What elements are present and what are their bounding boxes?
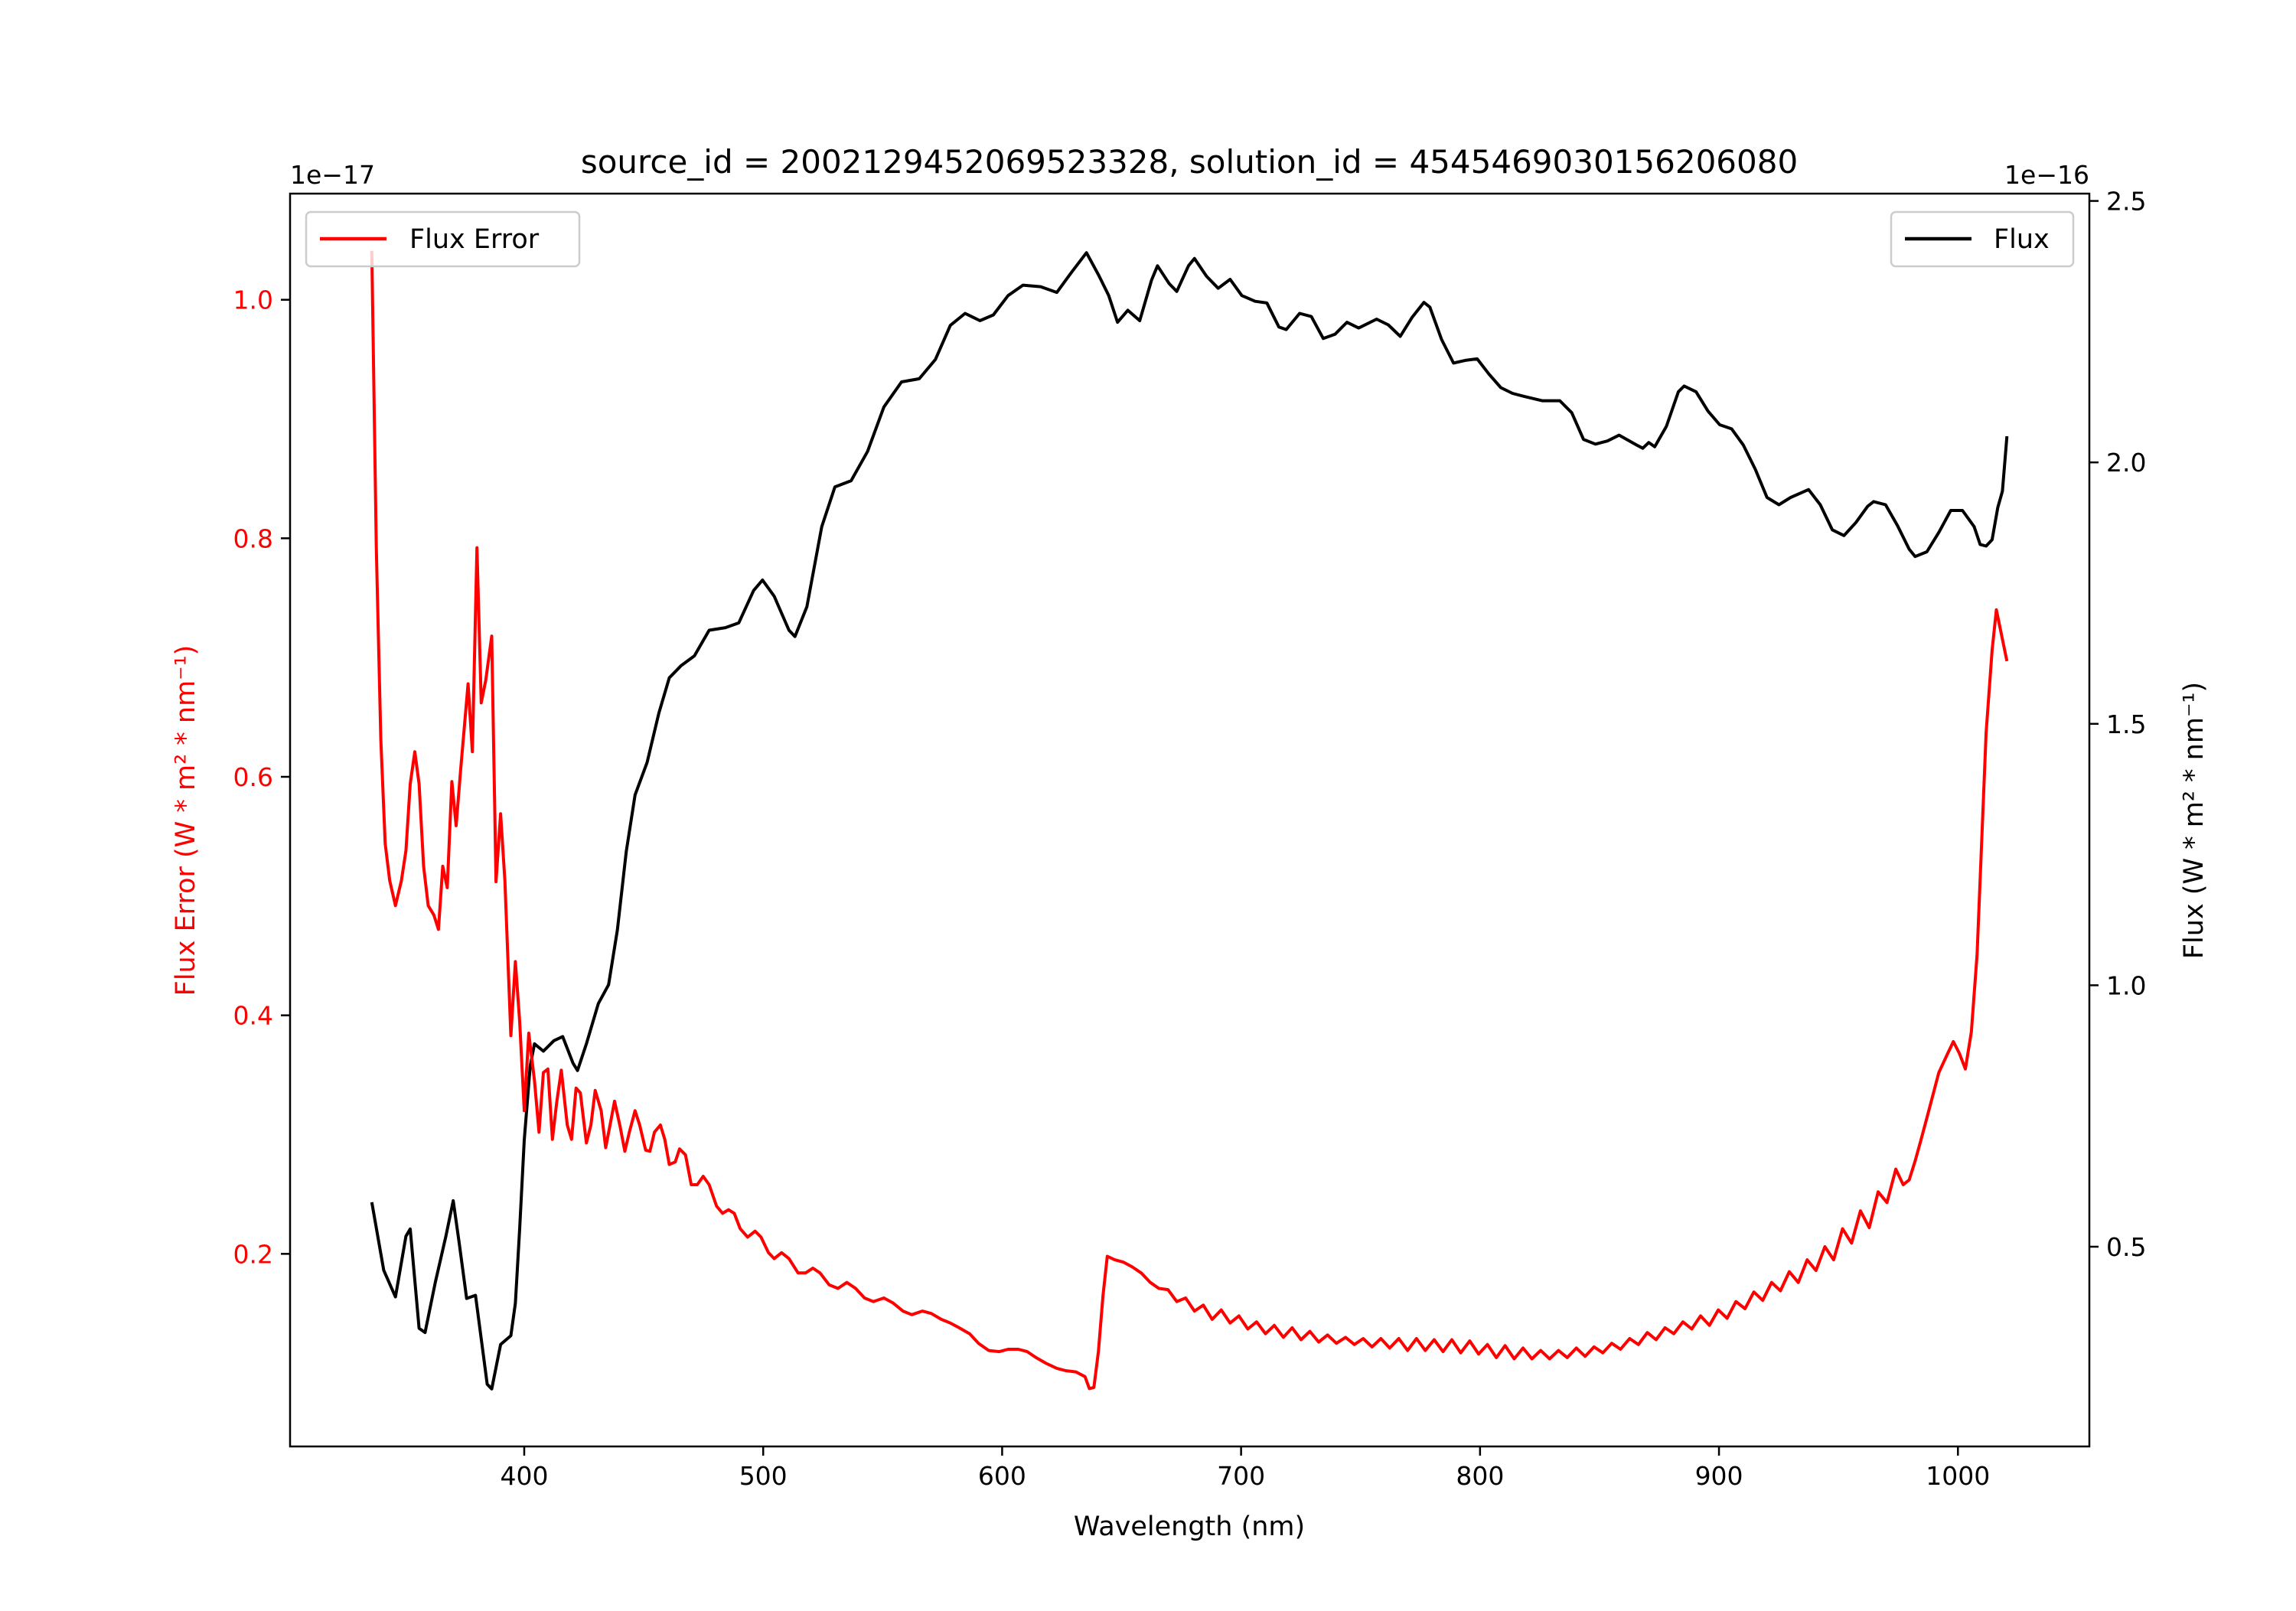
right-y-tick-label: 0.5 <box>2106 1232 2146 1262</box>
x-tick-label: 700 <box>1217 1461 1265 1491</box>
legend-box <box>1890 210 2075 268</box>
right-y-axis-label: Flux (W * m² * nm⁻¹) <box>2179 682 2210 959</box>
left-offset-text: 1e−17 <box>290 160 375 190</box>
x-tick-label: 800 <box>1456 1461 1504 1491</box>
plot-frame <box>289 192 2091 1448</box>
x-tick-label: 1000 <box>1926 1461 1990 1491</box>
legend-flux-error: Flux Error <box>305 210 581 268</box>
legend-flux: Flux <box>1890 210 2075 268</box>
left-y-tick-label: 0.2 <box>233 1239 273 1269</box>
legend-label-flux-error: Flux Error <box>409 224 540 255</box>
x-tick-label: 900 <box>1695 1461 1743 1491</box>
x-tick-label: 500 <box>739 1461 788 1491</box>
left-y-tick-label: 0.4 <box>233 1001 273 1031</box>
legend-box <box>305 210 581 268</box>
right-y-tick-label: 1.0 <box>2106 970 2146 1000</box>
left-y-tick-label: 1.0 <box>233 285 273 315</box>
series-layer <box>370 250 2009 1391</box>
x-tick-label: 400 <box>500 1461 548 1491</box>
left-y-tick-label: 0.8 <box>233 523 273 553</box>
x-tick-label: 600 <box>978 1461 1026 1491</box>
series-line-flux <box>370 251 2009 1391</box>
left-y-tick-label: 0.6 <box>233 762 273 792</box>
legend-label-flux: Flux <box>1994 224 2050 255</box>
x-axis-label: Wavelength (nm) <box>1074 1512 1305 1542</box>
right-offset-text: 1e−16 <box>2004 160 2089 190</box>
left-y-axis-label: Flux Error (W * m² * nm⁻¹) <box>171 645 201 996</box>
right-y-tick-label: 1.5 <box>2106 709 2146 739</box>
chart-title: source_id = 2002129452069523328, solutio… <box>581 143 1798 181</box>
tick-layer: 400 500 600 700 800 900 1000 0.2 0.4 0.6 0.8 1.0 0.5… <box>233 187 2147 1491</box>
right-y-tick-label: 2.0 <box>2106 448 2146 478</box>
series-line-flux-error <box>370 250 2009 1391</box>
right-y-tick-label: 2.5 <box>2106 187 2146 217</box>
